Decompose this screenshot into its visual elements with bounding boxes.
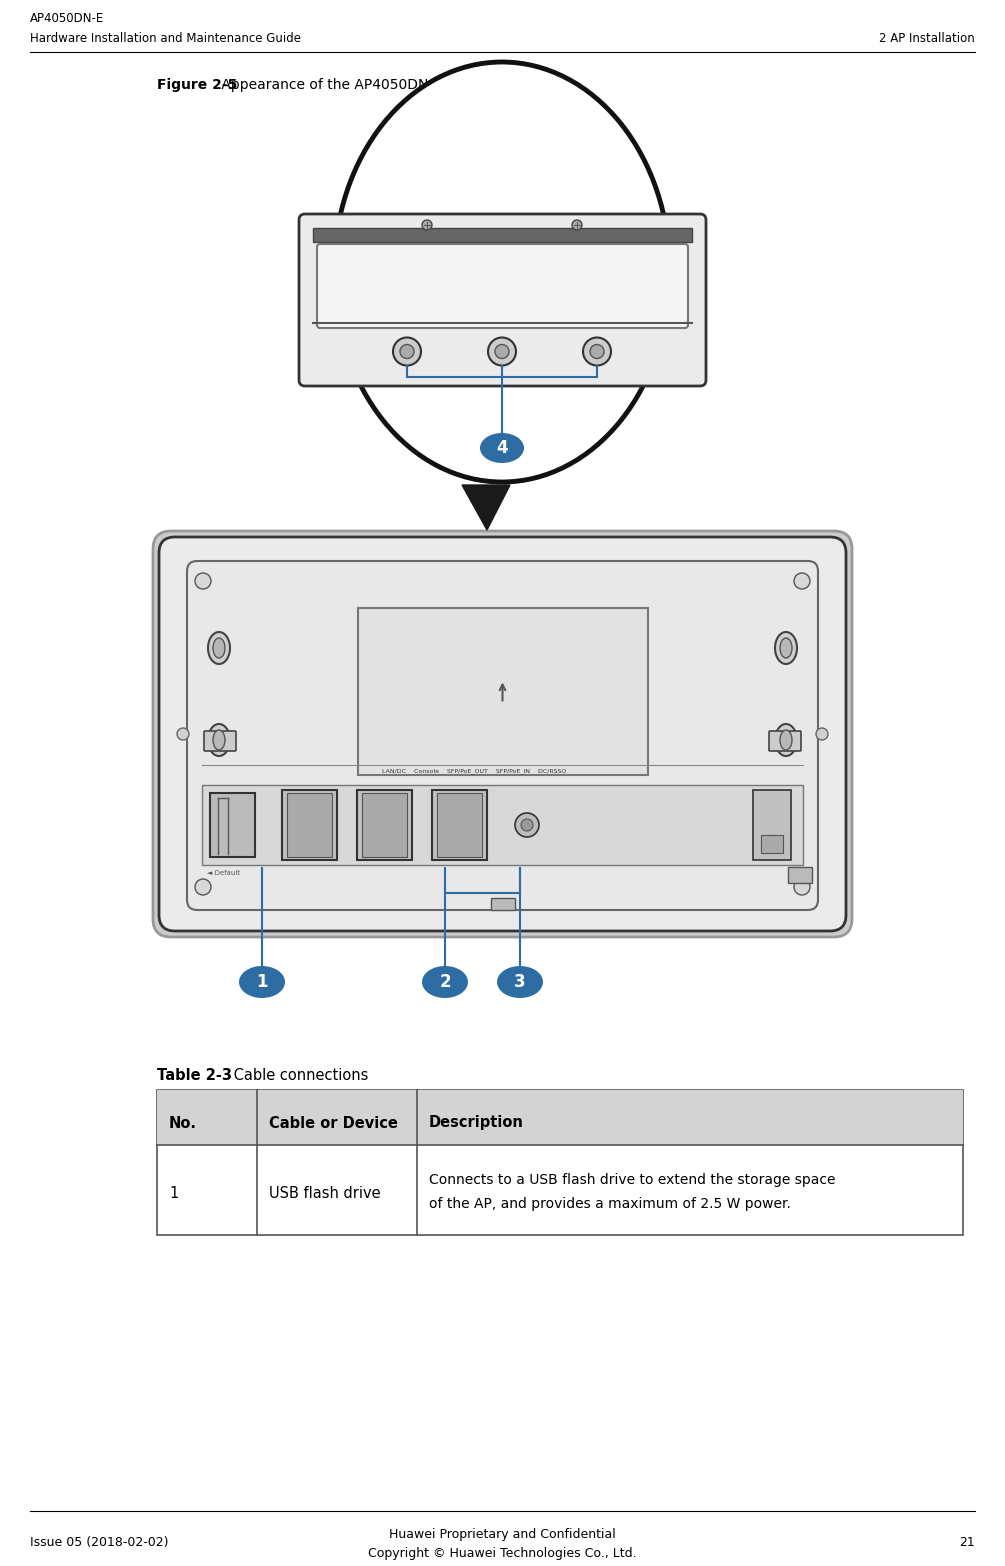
Text: ◄ Default: ◄ Default [207,871,240,875]
Text: Appearance of the AP4050DN-E: Appearance of the AP4050DN-E [217,78,442,92]
Ellipse shape [334,63,670,482]
FancyBboxPatch shape [432,789,487,860]
FancyBboxPatch shape [761,835,783,853]
FancyBboxPatch shape [769,731,801,752]
Text: Cable or Device: Cable or Device [269,1115,398,1131]
FancyBboxPatch shape [204,731,236,752]
Circle shape [583,338,611,365]
FancyBboxPatch shape [157,1090,963,1236]
Circle shape [195,879,211,896]
Circle shape [422,219,432,230]
Circle shape [177,728,189,741]
Ellipse shape [213,730,225,750]
Ellipse shape [775,633,797,664]
Circle shape [816,728,828,741]
FancyBboxPatch shape [287,792,332,857]
Ellipse shape [208,723,230,756]
FancyBboxPatch shape [157,1090,963,1145]
FancyBboxPatch shape [357,789,412,860]
Text: Issue 05 (2018-02-02): Issue 05 (2018-02-02) [30,1536,169,1549]
FancyBboxPatch shape [282,789,337,860]
Text: Connects to a USB flash drive to extend the storage space: Connects to a USB flash drive to extend … [429,1173,835,1187]
FancyBboxPatch shape [358,608,647,775]
FancyBboxPatch shape [313,229,692,243]
Text: Description: Description [429,1115,524,1131]
Text: Cable connections: Cable connections [229,1068,369,1084]
Ellipse shape [208,633,230,664]
FancyBboxPatch shape [153,531,852,936]
FancyBboxPatch shape [299,215,706,385]
Circle shape [400,345,414,359]
Text: Copyright © Huawei Technologies Co., Ltd.: Copyright © Huawei Technologies Co., Ltd… [368,1547,636,1560]
Text: Figure 2-5: Figure 2-5 [157,78,237,92]
Text: 21: 21 [959,1536,975,1549]
FancyBboxPatch shape [769,791,801,811]
Polygon shape [462,485,510,529]
Text: LAN/DC    Console    SFP/PoE_OUT    SFP/PoE_IN    DC/RSSO: LAN/DC Console SFP/PoE_OUT SFP/PoE_IN DC… [383,767,567,774]
Circle shape [488,338,516,365]
Text: 1: 1 [169,1187,178,1201]
FancyBboxPatch shape [437,792,482,857]
Circle shape [794,879,810,896]
Text: 3: 3 [515,972,526,991]
Text: of the AP, and provides a maximum of 2.5 W power.: of the AP, and provides a maximum of 2.5… [429,1196,791,1211]
Circle shape [495,345,509,359]
Text: 1: 1 [256,972,267,991]
FancyBboxPatch shape [753,789,791,860]
Circle shape [794,573,810,589]
Text: Huawei Proprietary and Confidential: Huawei Proprietary and Confidential [389,1528,615,1541]
FancyBboxPatch shape [159,537,846,932]
Circle shape [393,338,421,365]
Circle shape [521,819,533,832]
Circle shape [515,813,539,836]
Text: Table 2-3: Table 2-3 [157,1068,232,1084]
Text: 2 AP Installation: 2 AP Installation [879,31,975,45]
FancyBboxPatch shape [210,792,255,857]
Ellipse shape [213,637,225,658]
Ellipse shape [422,966,468,998]
Text: AP4050DN-E: AP4050DN-E [30,13,105,25]
Text: No.: No. [169,1115,197,1131]
FancyBboxPatch shape [362,792,407,857]
Circle shape [590,345,604,359]
FancyBboxPatch shape [317,244,688,327]
Text: 2: 2 [439,972,451,991]
FancyBboxPatch shape [202,785,803,864]
Ellipse shape [480,434,524,464]
Ellipse shape [780,730,792,750]
Circle shape [195,573,211,589]
FancyBboxPatch shape [788,868,812,883]
Circle shape [572,219,582,230]
Ellipse shape [497,966,543,998]
FancyBboxPatch shape [490,897,515,910]
Text: USB flash drive: USB flash drive [269,1187,381,1201]
FancyBboxPatch shape [204,791,236,811]
Ellipse shape [775,723,797,756]
Ellipse shape [239,966,285,998]
Text: 4: 4 [496,438,508,457]
FancyBboxPatch shape [187,561,818,910]
Ellipse shape [780,637,792,658]
Text: Hardware Installation and Maintenance Guide: Hardware Installation and Maintenance Gu… [30,31,302,45]
